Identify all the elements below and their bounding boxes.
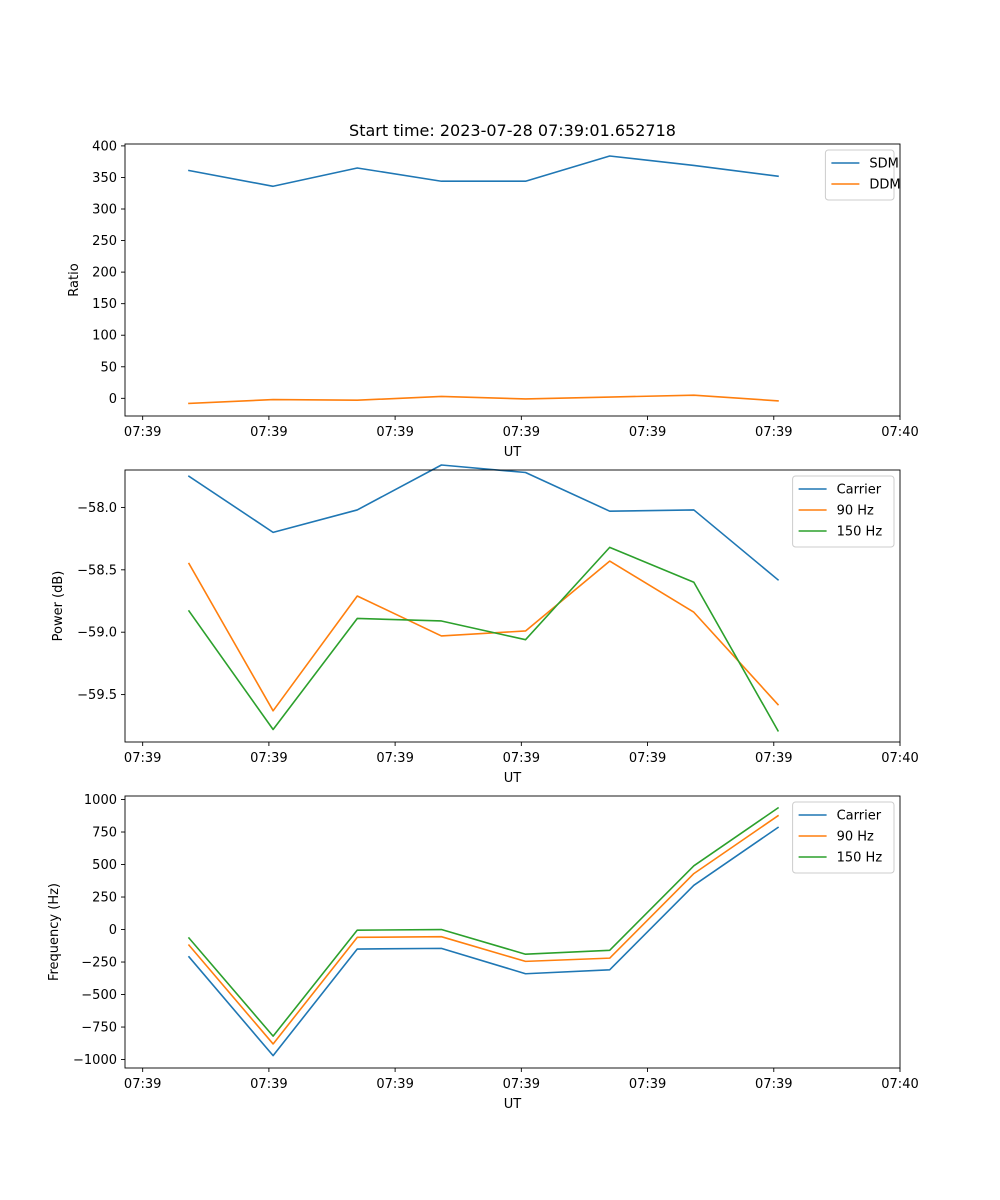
y-tick-label: 350 [92,171,117,186]
legend-label: 90 Hz [837,504,874,519]
y-tick-label: 250 [92,234,117,249]
y-tick-label: 0 [109,392,117,407]
x-tick-label: 07:39 [250,425,287,440]
legend: SDM DDM [824,149,901,201]
x-tick-label: 07:40 [881,751,918,766]
x-tick-label: 07:39 [376,425,413,440]
chart-panel-1: Start time: 2023-07-28 07:39:01.652718 07… [67,121,919,460]
x-tick-label: 07:39 [629,751,666,766]
y-tick-label: 500 [92,858,117,873]
y-tick-label: −59.0 [77,626,117,641]
chart-panel-3: 07:39 07:39 07:39 07:39 07:39 07:39 07:40 −1000… [47,793,919,1112]
y-tick-label: 100 [92,329,117,344]
x-axis-label: UT [504,445,522,460]
x-tick-label: 07:39 [629,425,666,440]
y-tick-label: 200 [92,266,117,281]
x-tick-label: 07:40 [881,1077,918,1092]
y-tick-label: 300 [92,203,117,218]
y-axis-label: Power (dB) [51,571,66,642]
series-line-carrier [187,464,780,581]
x-tick-label: 07:39 [124,425,161,440]
series-line-90-hz [187,814,780,1045]
y-tick-label: 1000 [84,793,117,808]
series-line-carrier [187,826,780,1057]
x-tick-label: 07:39 [755,425,792,440]
y-tick-label: −500 [81,988,117,1003]
series-line-150-hz [187,546,780,732]
y-axis-label: Ratio [67,263,82,296]
legend-label: Carrier [837,809,882,824]
series-line-sdm [188,155,779,188]
x-axis-label: UT [504,771,522,786]
legend-label: Carrier [837,483,882,498]
legend-label: 150 Hz [837,525,883,540]
legend-label: 90 Hz [837,830,874,845]
x-tick-label: 07:39 [250,751,287,766]
legend-label: DDM [869,178,900,193]
axes-frame [124,469,901,743]
x-tick-label: 07:39 [503,1077,540,1092]
series-line-ddm [188,394,779,405]
y-tick-label: −59.5 [77,688,117,703]
x-tick-label: 07:39 [503,425,540,440]
y-tick-label: −58.0 [77,501,117,516]
axes-frame [124,795,901,1069]
x-tick-label: 07:39 [124,1077,161,1092]
legend-label: SDM [869,157,898,172]
x-axis-label: UT [504,1097,522,1112]
x-tick-label: 07:40 [881,425,918,440]
y-tick-label: −750 [81,1021,117,1036]
x-tick-label: 07:39 [755,1077,792,1092]
y-tick-label: 250 [92,891,117,906]
y-tick-label: −1000 [73,1053,117,1068]
y-tick-label: 0 [109,923,117,938]
series-line-150-hz [187,806,780,1037]
y-tick-label: 400 [92,139,117,154]
y-tick-label: 750 [92,826,117,841]
y-tick-label: 150 [92,297,117,312]
axes-frame [124,143,901,417]
x-tick-label: 07:39 [124,751,161,766]
legend-box [792,475,895,548]
y-tick-label: 50 [100,360,117,375]
x-tick-label: 07:39 [376,1077,413,1092]
x-tick-label: 07:39 [376,751,413,766]
chart-title: Start time: 2023-07-28 07:39:01.652718 [349,121,676,140]
legend-label: 150 Hz [837,851,883,866]
chart-panel-2: 07:39 07:39 07:39 07:39 07:39 07:39 07:40 −58.0… [51,464,919,786]
x-tick-label: 07:39 [250,1077,287,1092]
legend-box [792,801,895,874]
y-axis-label: Frequency (Hz) [47,883,62,981]
x-tick-label: 07:39 [755,751,792,766]
y-tick-label: −58.5 [77,563,117,578]
x-tick-label: 07:39 [629,1077,666,1092]
legend: Carrier 90 Hz 150 Hz [792,801,895,874]
series-line-90-hz [187,560,780,712]
legend: Carrier 90 Hz 150 Hz [792,475,895,548]
x-tick-label: 07:39 [503,751,540,766]
y-tick-label: −250 [81,956,117,971]
